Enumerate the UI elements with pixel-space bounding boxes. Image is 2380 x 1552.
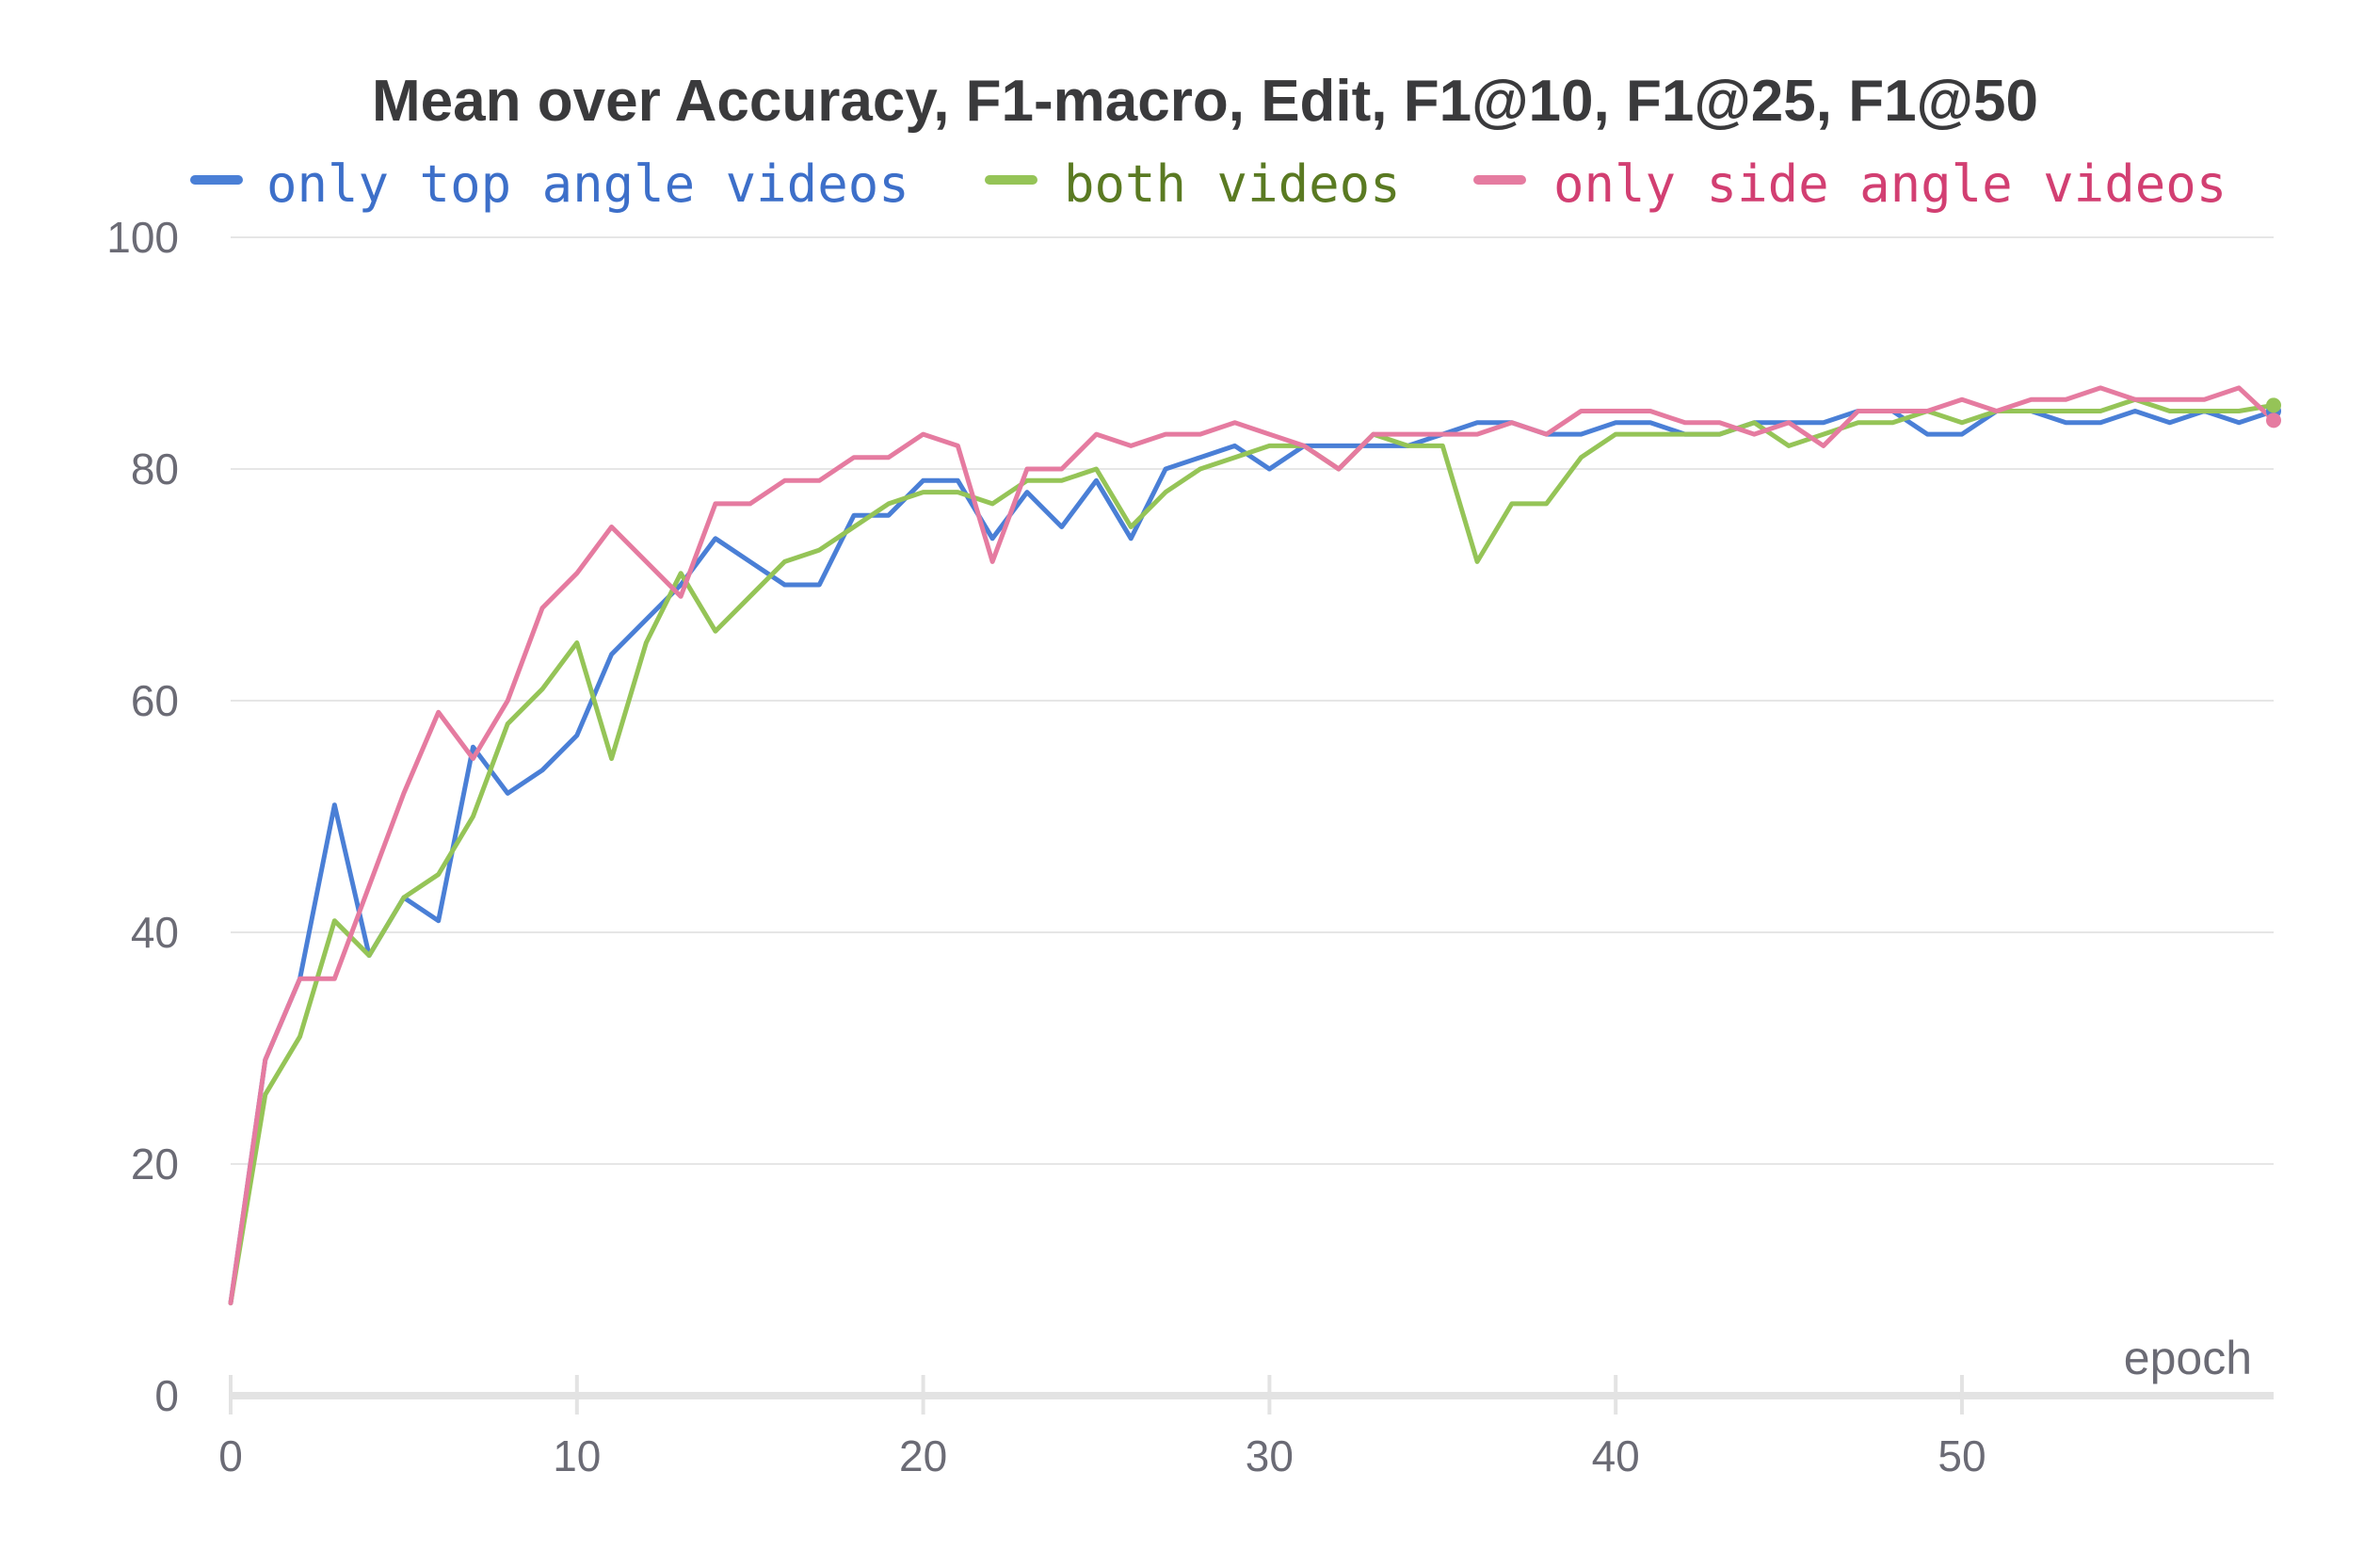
x-axis: 0 10 20 30 40 50 (218, 1375, 2274, 1480)
x-axis-label: epoch (2124, 1332, 2252, 1384)
x-tick-label: 20 (899, 1431, 947, 1480)
x-tick-label: 30 (1246, 1431, 1294, 1480)
grid (231, 236, 2274, 1165)
y-tick-label: 60 (131, 676, 179, 725)
series-end-marker (2266, 412, 2281, 428)
legend: only top angle videos both videos only s… (190, 154, 2227, 214)
legend-swatch-both (985, 175, 1037, 185)
x-tick-label: 10 (553, 1431, 601, 1480)
series-line-both (228, 396, 2276, 1306)
y-tick-label: 40 (131, 908, 179, 957)
y-axis-ticks: 0 20 40 60 80 100 (106, 213, 179, 1420)
x-tick-label: 50 (1938, 1431, 1986, 1480)
y-tick-label: 0 (154, 1371, 179, 1420)
legend-label-side: only side angle videos (1553, 154, 2227, 214)
y-tick-label: 80 (131, 445, 179, 493)
x-tick-label: 40 (1592, 1431, 1640, 1480)
legend-swatch-side (1473, 175, 1526, 185)
legend-label-top: only top angle videos (266, 154, 909, 214)
series-end-marker (2266, 397, 2281, 413)
legend-swatch-top (190, 175, 243, 185)
y-tick-label: 20 (131, 1140, 179, 1188)
series-lines (228, 385, 2281, 1306)
x-tick-label: 0 (218, 1431, 243, 1480)
series-line-top-angle (228, 409, 2276, 1306)
chart-title: Mean over Accuracy, F1-macro, Edit, F1@1… (372, 69, 2038, 134)
series-line-side-angle (228, 385, 2276, 1306)
legend-label-both: both videos (1064, 154, 1401, 214)
y-tick-label: 100 (106, 213, 179, 262)
